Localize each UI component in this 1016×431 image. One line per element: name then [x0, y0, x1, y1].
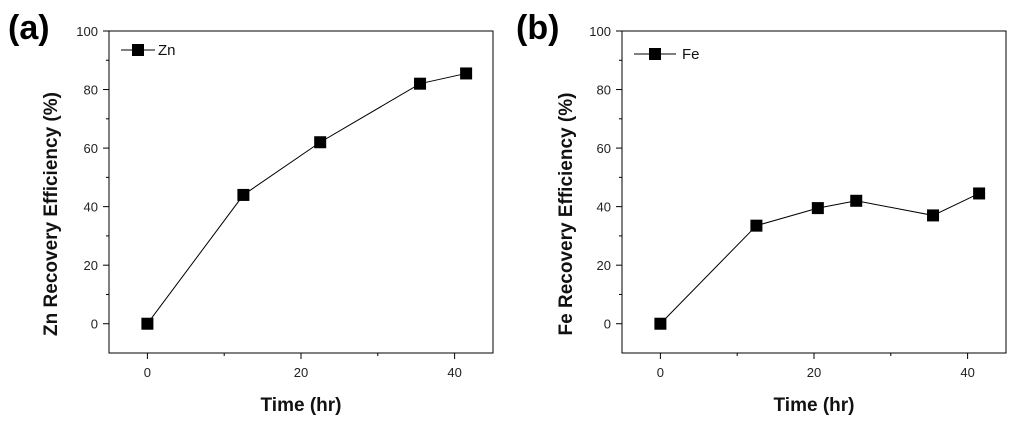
panel-label-a: (a) — [8, 9, 50, 47]
y-tick-label-b-2: 40 — [597, 200, 611, 215]
series-b — [654, 187, 986, 330]
panel-b: (b) 0 20 40 0 20 40 60 80 100 Fe Time (hr) Fe Re… — [516, 9, 1007, 416]
data-point-b-0 — [654, 317, 667, 330]
y-tick-label-a-2: 40 — [84, 200, 98, 215]
y-tick-label-a-1: 20 — [84, 258, 98, 273]
x-tick-label-b-1: 20 — [807, 365, 821, 380]
data-point-a-0 — [141, 317, 154, 330]
y-axis-title-a: Zn Recovery Efficiency (%) — [41, 92, 62, 336]
legend-b: Fe — [634, 46, 700, 63]
y-tick-label-b-1: 20 — [597, 258, 611, 273]
legend-a: Zn — [121, 42, 176, 59]
data-point-a-1 — [237, 188, 250, 201]
data-point-a-4 — [460, 67, 473, 80]
y-tick-label-b-5: 100 — [589, 24, 611, 39]
x-tick-label-a-2: 40 — [447, 365, 461, 380]
y-tick-label-a-3: 60 — [84, 141, 98, 156]
data-point-b-3 — [850, 194, 863, 207]
x-axis-title-b: Time (hr) — [774, 395, 855, 416]
x-axis-title-a: Time (hr) — [261, 395, 342, 416]
y-tick-label-a-0: 0 — [91, 317, 98, 332]
legend-label-a: Zn — [158, 42, 176, 59]
x-tick-label-b-0: 0 — [657, 365, 664, 380]
y-tick-label-a-4: 80 — [84, 83, 98, 98]
data-point-b-2 — [811, 202, 824, 215]
legend-marker-a — [132, 44, 144, 56]
legend-marker-b — [649, 48, 661, 60]
panel-a: (a) 0 20 40 0 20 40 60 80 100 Zn Time (hr) Zn Re… — [8, 9, 494, 416]
y-tick-label-b-4: 80 — [597, 83, 611, 98]
plot-frame-a — [108, 30, 494, 354]
data-point-b-5 — [973, 187, 986, 200]
x-tick-label-b-2: 40 — [960, 365, 974, 380]
series-a — [141, 67, 473, 330]
y-axis-title-b: Fe Recovery Efficiency (%) — [556, 93, 577, 336]
panel-label-b: (b) — [516, 9, 559, 47]
x-tick-label-a-1: 20 — [294, 365, 308, 380]
y-tick-label-b-0: 0 — [604, 317, 611, 332]
series-line-b-0 — [660, 193, 980, 325]
data-point-a-3 — [414, 77, 427, 90]
y-tick-label-b-3: 60 — [597, 141, 611, 156]
y-tick-label-a-5: 100 — [76, 24, 98, 39]
x-tick-label-a-0: 0 — [144, 365, 151, 380]
data-point-a-2 — [314, 136, 327, 149]
series-line-a-0 — [146, 72, 467, 325]
axis-ticks-b: 0 20 40 0 20 40 60 80 100 — [589, 24, 975, 380]
data-point-b-4 — [927, 209, 940, 222]
data-point-b-1 — [750, 219, 763, 232]
legend-label-b: Fe — [682, 46, 700, 63]
axis-ticks-a: 0 20 40 0 20 40 60 80 100 — [76, 24, 462, 380]
